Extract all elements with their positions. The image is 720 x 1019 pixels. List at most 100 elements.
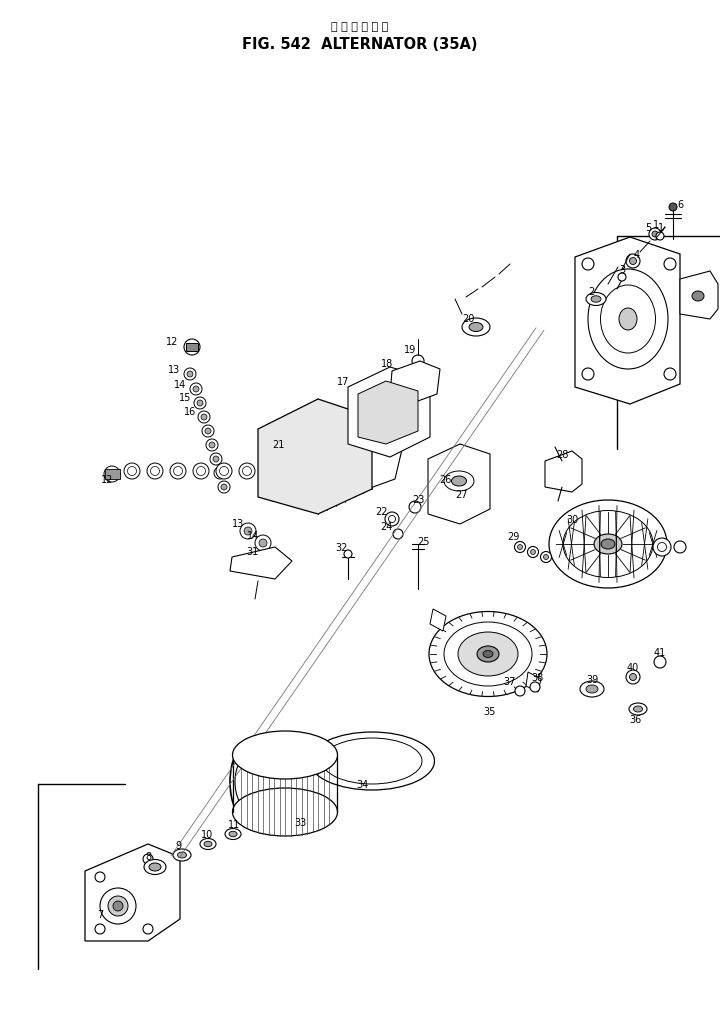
- Text: 32: 32: [336, 542, 348, 552]
- Ellipse shape: [549, 500, 667, 588]
- Circle shape: [259, 539, 267, 547]
- Ellipse shape: [634, 706, 642, 712]
- Ellipse shape: [451, 477, 467, 486]
- Circle shape: [210, 453, 222, 466]
- Ellipse shape: [233, 789, 338, 837]
- Polygon shape: [545, 451, 582, 492]
- Circle shape: [240, 524, 256, 539]
- Ellipse shape: [591, 297, 601, 303]
- Circle shape: [147, 464, 163, 480]
- Text: 3: 3: [619, 265, 625, 275]
- Polygon shape: [358, 382, 418, 444]
- Text: 12: 12: [101, 475, 113, 484]
- Circle shape: [202, 426, 214, 437]
- Text: 41: 41: [654, 647, 666, 657]
- Text: 40: 40: [627, 662, 639, 673]
- Circle shape: [95, 924, 105, 934]
- Circle shape: [255, 535, 271, 551]
- Circle shape: [216, 464, 232, 480]
- Text: 39: 39: [586, 675, 598, 685]
- Circle shape: [656, 232, 664, 240]
- Text: 28: 28: [556, 449, 568, 460]
- Ellipse shape: [204, 842, 212, 847]
- Circle shape: [528, 547, 539, 558]
- Text: 1: 1: [653, 220, 659, 229]
- Circle shape: [198, 412, 210, 424]
- Circle shape: [170, 464, 186, 480]
- Ellipse shape: [178, 852, 186, 858]
- Circle shape: [626, 671, 640, 685]
- Circle shape: [143, 924, 153, 934]
- Text: 13: 13: [168, 365, 180, 375]
- Circle shape: [544, 555, 549, 560]
- Text: 11: 11: [228, 819, 240, 829]
- Circle shape: [674, 541, 686, 553]
- Circle shape: [664, 259, 676, 271]
- Text: 30: 30: [566, 515, 578, 525]
- Circle shape: [664, 369, 676, 381]
- Circle shape: [412, 356, 424, 368]
- Polygon shape: [230, 547, 292, 580]
- Ellipse shape: [233, 732, 338, 780]
- Text: 23: 23: [412, 494, 424, 504]
- Polygon shape: [85, 844, 180, 942]
- Circle shape: [669, 204, 677, 212]
- Text: 37: 37: [504, 677, 516, 687]
- Ellipse shape: [588, 270, 668, 370]
- Text: 36: 36: [629, 714, 641, 725]
- Text: 16: 16: [184, 407, 196, 417]
- Circle shape: [653, 538, 671, 556]
- Text: 17: 17: [337, 377, 349, 386]
- Polygon shape: [526, 673, 541, 692]
- Ellipse shape: [322, 739, 422, 785]
- Ellipse shape: [225, 828, 241, 840]
- Circle shape: [184, 369, 196, 381]
- Circle shape: [530, 683, 540, 692]
- Ellipse shape: [601, 539, 615, 549]
- Text: 33: 33: [294, 817, 306, 827]
- Circle shape: [244, 528, 252, 535]
- Text: 38: 38: [531, 673, 543, 683]
- Text: 20: 20: [462, 314, 474, 324]
- Text: 22: 22: [376, 506, 388, 517]
- Circle shape: [201, 415, 207, 421]
- Ellipse shape: [469, 323, 483, 332]
- Circle shape: [95, 872, 105, 882]
- Text: 15: 15: [179, 392, 192, 403]
- Text: 14: 14: [174, 380, 186, 389]
- Ellipse shape: [144, 860, 166, 874]
- Polygon shape: [258, 399, 372, 515]
- Polygon shape: [186, 343, 198, 352]
- Circle shape: [515, 542, 526, 553]
- Circle shape: [657, 543, 667, 552]
- Circle shape: [385, 513, 399, 527]
- Ellipse shape: [600, 285, 655, 354]
- Text: 26: 26: [438, 475, 451, 484]
- Circle shape: [629, 258, 636, 265]
- Ellipse shape: [444, 472, 474, 491]
- Text: 5: 5: [645, 223, 651, 232]
- Text: 29: 29: [507, 532, 519, 541]
- Circle shape: [214, 468, 226, 480]
- Ellipse shape: [586, 686, 598, 693]
- Circle shape: [104, 467, 120, 483]
- Circle shape: [652, 231, 658, 237]
- Text: 10: 10: [201, 829, 213, 840]
- Circle shape: [393, 530, 403, 539]
- Circle shape: [197, 467, 205, 476]
- Circle shape: [654, 656, 666, 668]
- Ellipse shape: [429, 611, 547, 697]
- Polygon shape: [348, 368, 430, 458]
- Ellipse shape: [594, 535, 622, 554]
- Circle shape: [629, 674, 636, 681]
- Ellipse shape: [483, 651, 493, 658]
- Text: 14: 14: [247, 531, 259, 540]
- Ellipse shape: [580, 682, 604, 697]
- Text: 7: 7: [97, 909, 103, 919]
- Circle shape: [209, 442, 215, 448]
- Circle shape: [194, 397, 206, 410]
- Circle shape: [239, 464, 255, 480]
- Circle shape: [205, 429, 211, 434]
- Circle shape: [174, 467, 182, 476]
- Circle shape: [218, 482, 230, 493]
